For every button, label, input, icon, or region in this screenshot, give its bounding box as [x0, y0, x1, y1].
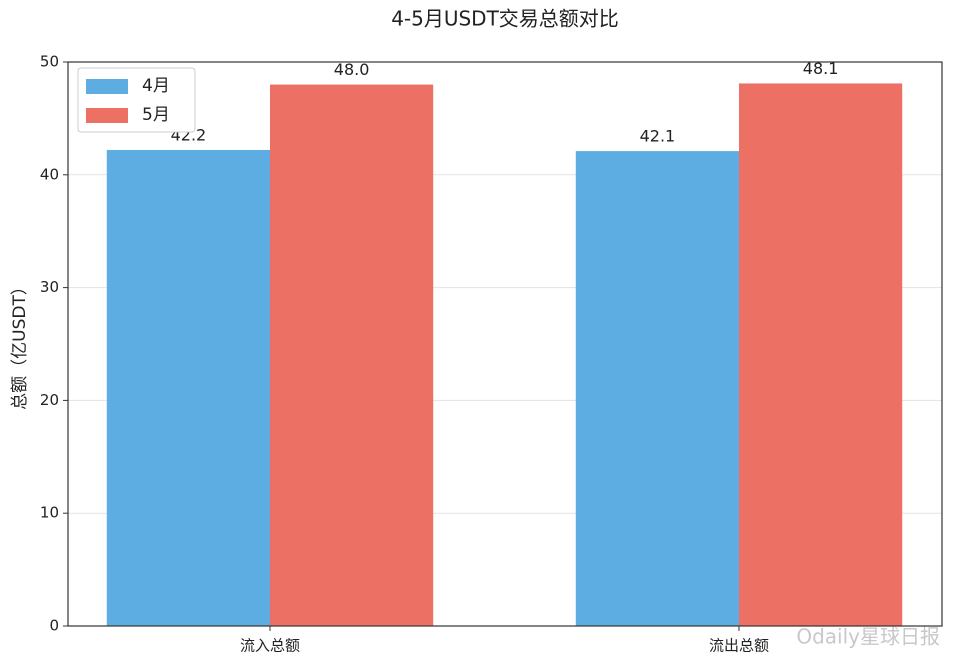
- x-tick-label: 流出总额: [709, 637, 769, 655]
- legend-label: 4月: [142, 76, 170, 96]
- plot-frame: [67, 61, 943, 627]
- legend-label: 5月: [142, 105, 170, 125]
- watermark: Odaily星球日报: [796, 625, 940, 649]
- bar: [106, 149, 271, 626]
- bar: [739, 83, 903, 626]
- y-tick-label: 40: [40, 165, 59, 183]
- x-tick-label: 流入总额: [240, 637, 300, 655]
- bar: [270, 84, 434, 626]
- value-label: 48.0: [334, 60, 370, 79]
- y-tick-label: 0: [49, 617, 59, 635]
- legend-swatch: [86, 79, 128, 94]
- y-tick-label: 20: [40, 391, 59, 409]
- bar: [575, 151, 739, 626]
- y-tick-label: 10: [40, 504, 59, 522]
- value-label: 42.1: [640, 127, 676, 146]
- y-tick-label: 50: [40, 53, 59, 71]
- legend-swatch: [86, 108, 128, 123]
- y-axis-label: 总额（亿USDT）: [10, 278, 30, 410]
- y-tick-label: 30: [40, 278, 59, 296]
- chart-title: 4-5月USDT交易总额对比: [391, 7, 619, 31]
- value-label: 48.1: [803, 59, 839, 78]
